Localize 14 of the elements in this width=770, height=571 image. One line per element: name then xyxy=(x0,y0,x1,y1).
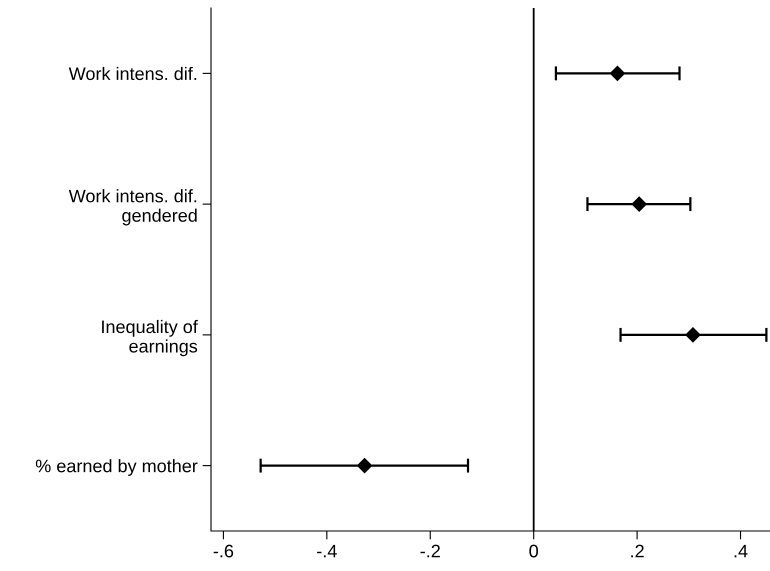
x-tick-label: -.6 xyxy=(214,544,234,558)
point xyxy=(685,327,701,342)
x-tick-label: -.2 xyxy=(420,544,440,558)
y-tick-label: Work intens. dif. xyxy=(68,66,196,80)
x-tick-label: 0 xyxy=(529,544,538,558)
point xyxy=(632,196,647,212)
x-tick-label: .2 xyxy=(631,544,644,558)
y-tick-label: % earned by mother xyxy=(36,459,198,476)
y-tick-label: Inequality of earnings xyxy=(102,320,198,356)
point xyxy=(357,458,372,474)
y-tick-label: Work intens. dif. gendered xyxy=(68,189,197,226)
x-tick-label: -.4 xyxy=(317,544,337,558)
x-tick-label: .4 xyxy=(734,544,748,558)
point xyxy=(610,66,626,81)
